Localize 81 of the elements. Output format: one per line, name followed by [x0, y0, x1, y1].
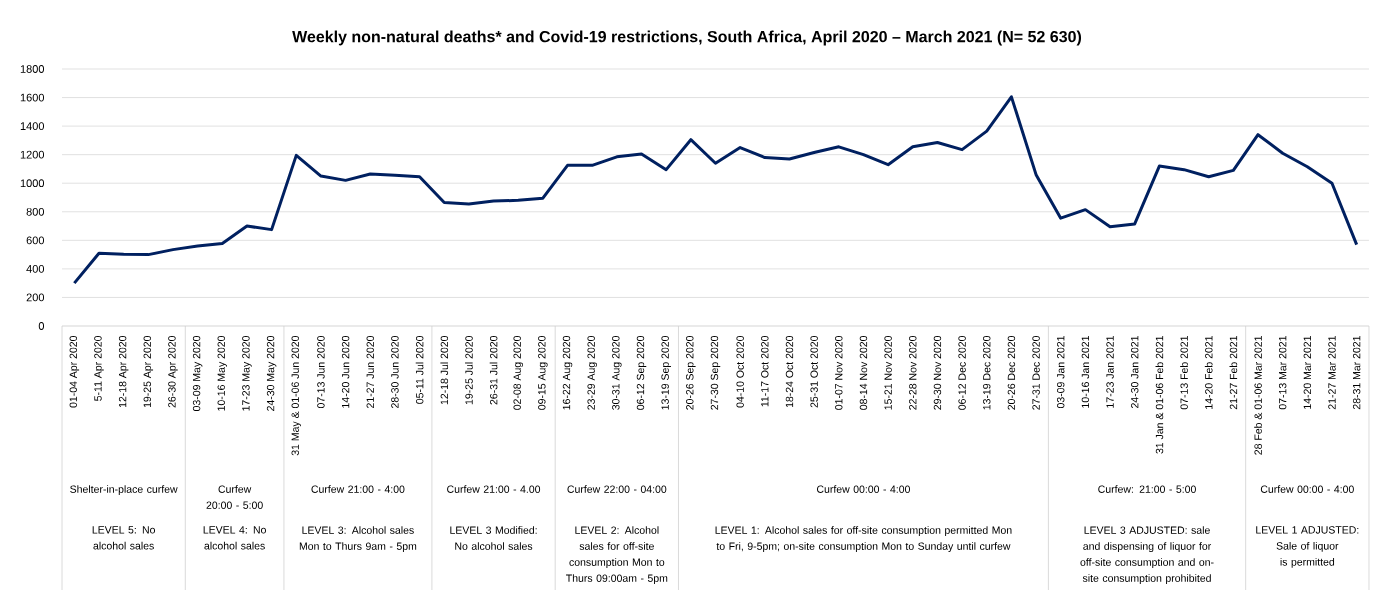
- x-tick-label: 17-23 Jan 2021: [1106, 336, 1114, 408]
- x-tick-label: 25-31 Oct 2020: [810, 335, 818, 408]
- x-tick-label: 12-18 Apr 2020: [118, 335, 129, 408]
- x-tick-label: 14-20 Feb 2021: [1204, 336, 1213, 409]
- x-tick-label: 19-25 Apr 2020: [143, 335, 154, 408]
- text: LEVEL 1 ADJUSTED: Sale of liquor is permitted: [1256, 526, 1359, 568]
- y-tick-label: 200: [26, 293, 45, 302]
- text: LEVEL 3 Modified: No alcohol sales: [450, 526, 537, 550]
- x-tick-label: 07-13 Feb 2021: [1180, 336, 1188, 410]
- x-tick-label: 06-12 Dec 2020: [958, 335, 966, 410]
- text: LEVEL 1: Alcohol sales for off-site consumption permitted Mon to Fri, 9-5pm; on-site consumption Mon to Sunday until curfew: [715, 526, 1012, 552]
- x-tick-label: 03-09 Jan 2021: [1057, 336, 1065, 409]
- text: Curfew: 21:00 - 5:00: [1098, 485, 1196, 493]
- y-tick-label: 1000: [20, 179, 45, 188]
- x-tick-label: 21-27 Mar 2021: [1328, 336, 1336, 410]
- text: Shelter-in-place curfew: [70, 485, 178, 495]
- x-tick-label: 03-09 May 2020: [192, 335, 203, 412]
- x-tick-label: 28-30 Jun 2020: [391, 335, 399, 408]
- x-tick-label: 21-27 Jun 2020: [366, 335, 374, 408]
- y-tick-label: 800: [26, 207, 45, 216]
- x-tick-label: 12-18 Jul 2020: [440, 335, 449, 405]
- x-tick-label: 5-11 Apr 2020: [94, 335, 104, 401]
- x-tick-label: 20-26 Dec 2020: [1007, 335, 1016, 410]
- text: LEVEL 2: Alcohol sales for off-site consumption Mon to Thurs 09:00am - 5pm: [566, 526, 668, 584]
- text: Curfew 00:00 - 4:00: [1260, 485, 1354, 493]
- x-tick-label: 15-21 Nov 2020: [884, 335, 892, 410]
- x-tick-label: 14-20 Jun 2020: [341, 335, 350, 408]
- y-tick-label: 1400: [20, 122, 45, 131]
- x-tick-label: 19-25 Jul 2020: [465, 335, 473, 405]
- x-tick-label: 09-15 Aug 2020: [538, 335, 548, 410]
- x-tick-label: 28 Feb & 01-06 Mar 2021: [1254, 336, 1262, 455]
- line-series: [72, 95, 1359, 285]
- y-tick-label: 1800: [20, 65, 45, 73]
- x-tick-label: 01-04 Apr 2020: [69, 335, 80, 408]
- x-tick-label: 31 May & 01-06 Jun 2020: [291, 335, 302, 456]
- x-tick-label: 17-23 May 2020: [242, 335, 252, 411]
- x-tick-label: 21-27 Feb 2021: [1229, 336, 1238, 410]
- text: LEVEL 5: No alcohol sales: [92, 526, 156, 550]
- text: Curfew 21:00 - 4:00: [311, 485, 405, 493]
- x-tick-label: 05-11 Jul 2020: [415, 335, 424, 404]
- x-tick-label: 26-30 Apr 2020: [168, 335, 178, 408]
- x-tick-label: 29-30 Nov 2020: [933, 335, 942, 410]
- x-tick-label: 11-17 Oct 2020: [761, 335, 769, 407]
- text: LEVEL 3: Alcohol sales Mon to Thurs 9am - 5pm: [299, 526, 417, 552]
- text: Curfew 22:00 - 04:00: [567, 485, 667, 493]
- y-tick-label: 1600: [20, 93, 45, 102]
- x-tick-label: 27-31 Dec 2020: [1032, 335, 1040, 410]
- x-tick-label: 01-07 Nov 2020: [835, 335, 843, 410]
- x-tick-label: 26-31 Jul 2020: [489, 335, 498, 405]
- y-tick-label: 600: [26, 236, 45, 245]
- x-tick-label: 18-24 Oct 2020: [785, 335, 794, 408]
- x-tick-label: 10-16 May 2020: [217, 335, 228, 411]
- y-tick-label: 0: [38, 322, 45, 330]
- x-tick-label: 16-22 Aug 2020: [562, 335, 573, 410]
- x-tick-label: 31 Jan & 01-06 Feb 2021: [1155, 336, 1164, 454]
- x-tick-label: 07-13 Mar 2021: [1278, 336, 1287, 410]
- x-tick-label: 08-14 Nov 2020: [859, 335, 868, 410]
- x-tick-label: 22-28 Nov 2020: [909, 335, 917, 410]
- chart-title: Weekly non-natural deaths* and Covid-19 restrictions, South Africa, April 2020 – March 2021 (N= 52 630): [292, 30, 1082, 46]
- x-tick-label: 04-10 Oct 2020: [736, 335, 744, 408]
- text: Curfew 00:00 - 4:00: [817, 485, 910, 493]
- y-tick-label: 400: [26, 265, 45, 273]
- y-tick-label: 1200: [20, 150, 45, 159]
- x-tick-label: 14-20 Mar 2021: [1303, 336, 1312, 409]
- x-tick-label: 13-19 Sep 2020: [661, 335, 671, 410]
- x-tick-label: 13-19 Dec 2020: [983, 335, 991, 410]
- text: LEVEL 3 ADJUSTED: sale and dispensing of liquor for off-site consumption and on-site consumption prohibited: [1080, 526, 1214, 584]
- x-tick-label: 06-12 Sep 2020: [636, 335, 647, 410]
- x-tick-label: 24-30 Jan 2021: [1131, 336, 1139, 408]
- x-tick-label: 07-13 Jun 2020: [317, 335, 325, 409]
- x-tick-label: 10-16 Jan 2021: [1081, 336, 1090, 408]
- text: Curfew 21:00 - 4.00: [447, 485, 541, 493]
- x-tick-label: 23-29 Aug 2020: [587, 335, 597, 410]
- x-tick-label: 30-31 Aug 2020: [612, 335, 622, 410]
- x-tick-label: 20-26 Sep 2020: [686, 335, 696, 410]
- text: Curfew 20:00 - 5:00: [206, 485, 263, 509]
- x-tick-label: 28-31 Mar 2021: [1352, 336, 1361, 410]
- x-tick-label: 02-08 Aug 2020: [513, 335, 523, 410]
- text: LEVEL 4: No alcohol sales: [203, 526, 266, 550]
- x-tick-label: 24-30 May 2020: [266, 335, 277, 411]
- x-tick-label: 27-30 Sep 2020: [710, 335, 721, 410]
